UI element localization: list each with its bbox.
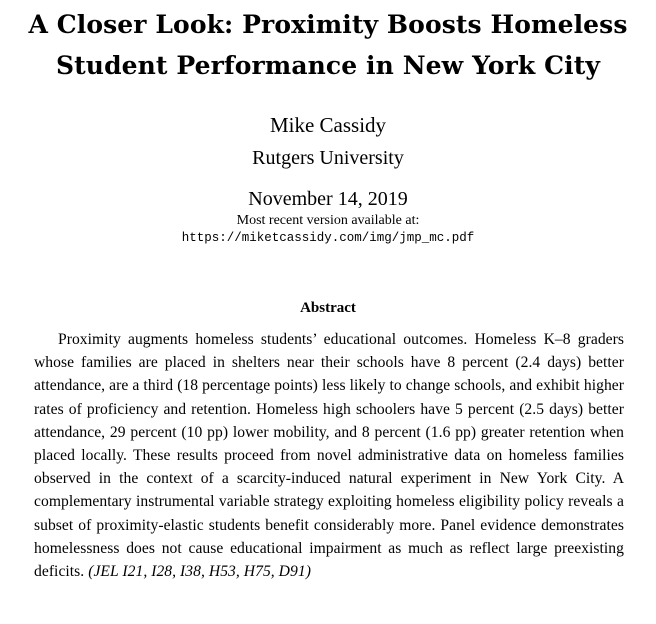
title-line-2: Student Performance in New York City [55, 51, 601, 80]
abstract-body: Proximity augments homeless students’ ed… [34, 328, 624, 583]
abstract-text: Proximity augments homeless students’ ed… [34, 331, 624, 581]
paper-title: A Closer Look: Proximity Boosts Homeless… [0, 4, 656, 86]
paper-date: November 14, 2019 [248, 188, 408, 210]
title-line-1: A Closer Look: Proximity Boosts Homeless [28, 10, 628, 39]
author-name: Mike Cassidy [269, 113, 387, 137]
paper-url[interactable]: https://miketcassidy.com/img/jmp_mc.pdf [181, 231, 475, 245]
author-affiliation: Rutgers University [252, 147, 404, 169]
jel-codes: (JEL I21, I28, I38, H53, H75, D91) [88, 563, 311, 581]
version-note: Most recent version available at: [236, 213, 420, 228]
abstract-heading: Abstract [300, 300, 356, 316]
